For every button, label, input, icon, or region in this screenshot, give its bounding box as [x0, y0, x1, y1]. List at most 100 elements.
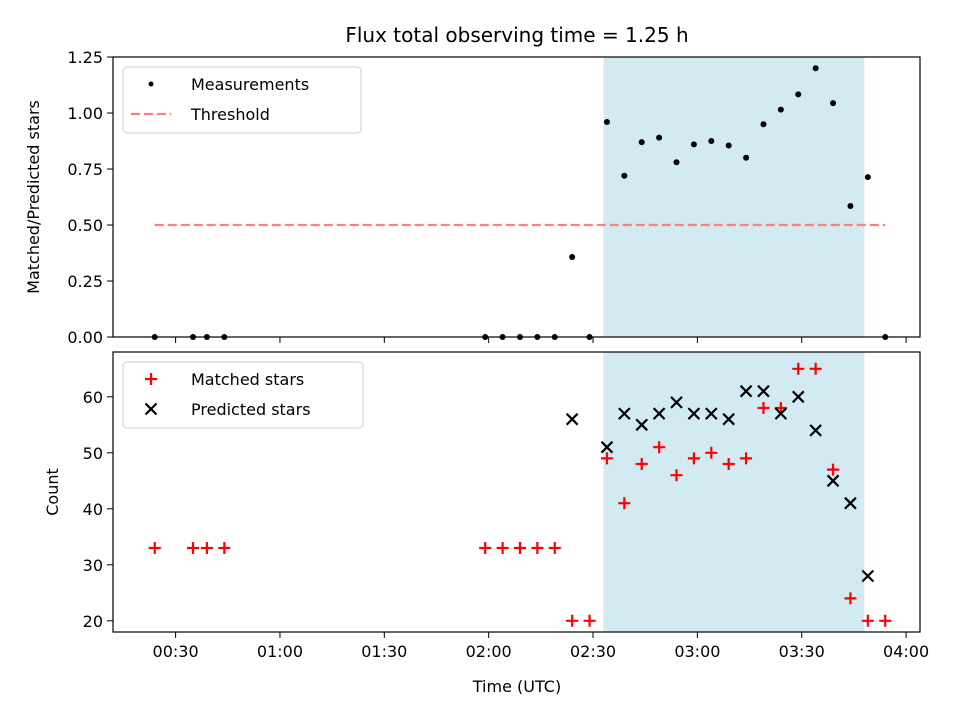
bottom-legend-box — [122, 361, 364, 429]
matched-stars-point — [600, 452, 613, 465]
top-y-tick-label: 0.50 — [67, 216, 103, 235]
legend-dot-marker — [148, 81, 154, 87]
bottom-panel: 20 30 40 50 60 00:30 01:00 01:30 02:00 02:30 03:00… — [83, 351, 929, 661]
predicted-stars-point — [844, 496, 857, 510]
top-observing-window-span — [603, 57, 865, 337]
matched-stars-point — [687, 452, 700, 465]
predicted-stars-point — [757, 384, 770, 398]
predicted-stars-point — [861, 569, 875, 583]
matched-stars-point — [792, 362, 805, 375]
matched-stars-point — [479, 542, 492, 554]
x-tick-label: 03:30 — [779, 642, 825, 661]
matched-stars-point — [548, 542, 561, 554]
matched-stars-point — [809, 362, 822, 375]
measurement-point — [760, 121, 767, 128]
matched-stars-point — [531, 542, 544, 554]
x-tick-label: 01:00 — [257, 642, 303, 661]
top-y-tick-label: 1.00 — [67, 104, 103, 123]
x-tick-label: 00:30 — [153, 642, 199, 661]
matched-stars-point — [722, 458, 735, 470]
predicted-stars-point — [670, 396, 683, 409]
matched-stars-point — [566, 614, 579, 627]
predicted-stars-point — [791, 390, 805, 404]
x-axis-label: Time (UTC) — [472, 677, 561, 696]
matched-stars-point — [670, 469, 683, 482]
predicted-stars-point — [652, 407, 666, 420]
legend-label: Matched stars — [191, 370, 304, 389]
matched-stars-point — [635, 458, 648, 470]
measurement-point — [812, 65, 819, 72]
bottom-y-tick-label: 40 — [83, 500, 103, 519]
predicted-stars-point — [600, 440, 614, 454]
measurement-point — [847, 202, 854, 209]
x-tick-label: 01:30 — [361, 642, 407, 661]
measurement-point — [690, 141, 697, 148]
measurement-point — [743, 154, 750, 161]
x-tick-label: 04:00 — [883, 642, 929, 661]
x-tick-label: 03:00 — [674, 642, 720, 661]
predicted-stars-point — [705, 407, 718, 420]
matched-stars-point — [757, 402, 770, 414]
legend-x-marker — [144, 402, 158, 416]
bottom-observing-window-span — [603, 352, 865, 632]
measurement-point — [638, 139, 645, 146]
top-y-tick-label: 0.75 — [67, 160, 103, 179]
matched-stars-point — [827, 463, 840, 476]
top-panel: 0.00 0.25 0.50 0.75 1.00 1.25 Measurements Thre… — [67, 48, 921, 347]
top-y-axis-label: Matched/Predicted stars — [24, 100, 43, 294]
predicted-stars-point — [687, 407, 701, 420]
measurement-point — [830, 100, 837, 107]
predicted-stars-point — [774, 407, 788, 420]
matched-stars-point — [200, 542, 213, 554]
predicted-stars-point — [826, 474, 840, 488]
measurement-point — [725, 142, 732, 149]
matched-stars-point — [513, 542, 526, 554]
matched-stars-point — [218, 542, 231, 554]
predicted-stars-point — [635, 418, 649, 432]
matched-stars-point — [774, 402, 787, 414]
matched-stars-point — [187, 542, 200, 554]
measurement-point — [708, 138, 715, 144]
top-legend: Measurements Threshold — [122, 66, 362, 134]
legend-label: Predicted stars — [191, 400, 311, 419]
matched-stars-point — [740, 452, 753, 465]
measurement-point — [777, 106, 784, 113]
top-axes-frame — [112, 56, 921, 338]
measurement-point — [656, 134, 663, 141]
matched-stars-point — [148, 542, 161, 554]
matched-stars-point — [844, 592, 857, 605]
legend-plus-marker — [145, 373, 157, 385]
matched-stars-point — [583, 614, 596, 627]
top-legend-box — [122, 66, 362, 134]
matched-stars-point — [861, 614, 874, 627]
predicted-stars-point — [565, 412, 579, 426]
measurement-point — [795, 91, 802, 98]
bottom-y-tick-label: 50 — [83, 444, 103, 463]
measurement-point — [569, 254, 576, 261]
measurement-point — [603, 118, 610, 125]
matched-stars-point — [879, 614, 892, 627]
matched-stars-point — [496, 542, 509, 554]
bottom-legend: Matched stars Predicted stars — [122, 361, 364, 429]
legend-label: Measurements — [191, 75, 309, 94]
measurement-point — [864, 174, 871, 181]
top-y-tick-label: 0.25 — [67, 272, 103, 291]
x-tick-label: 02:00 — [466, 642, 512, 661]
bottom-y-tick-label: 60 — [83, 388, 103, 407]
chart-title: Flux total observing time = 1.25 h — [345, 23, 688, 47]
bottom-axes-frame — [112, 351, 921, 633]
x-tick-label: 02:30 — [570, 642, 616, 661]
measurement-point — [621, 172, 628, 179]
matched-stars-point — [705, 446, 718, 459]
predicted-stars-point — [739, 384, 753, 398]
matched-stars-point — [653, 441, 666, 454]
legend-label: Threshold — [190, 105, 270, 124]
bottom-y-tick-label: 30 — [83, 556, 103, 575]
matched-stars-point — [618, 497, 631, 510]
predicted-stars-point — [618, 407, 631, 420]
predicted-stars-point — [722, 412, 735, 426]
predicted-stars-point — [809, 424, 822, 437]
top-y-tick-label: 1.25 — [67, 48, 103, 67]
bottom-y-axis-label: Count — [43, 468, 62, 516]
